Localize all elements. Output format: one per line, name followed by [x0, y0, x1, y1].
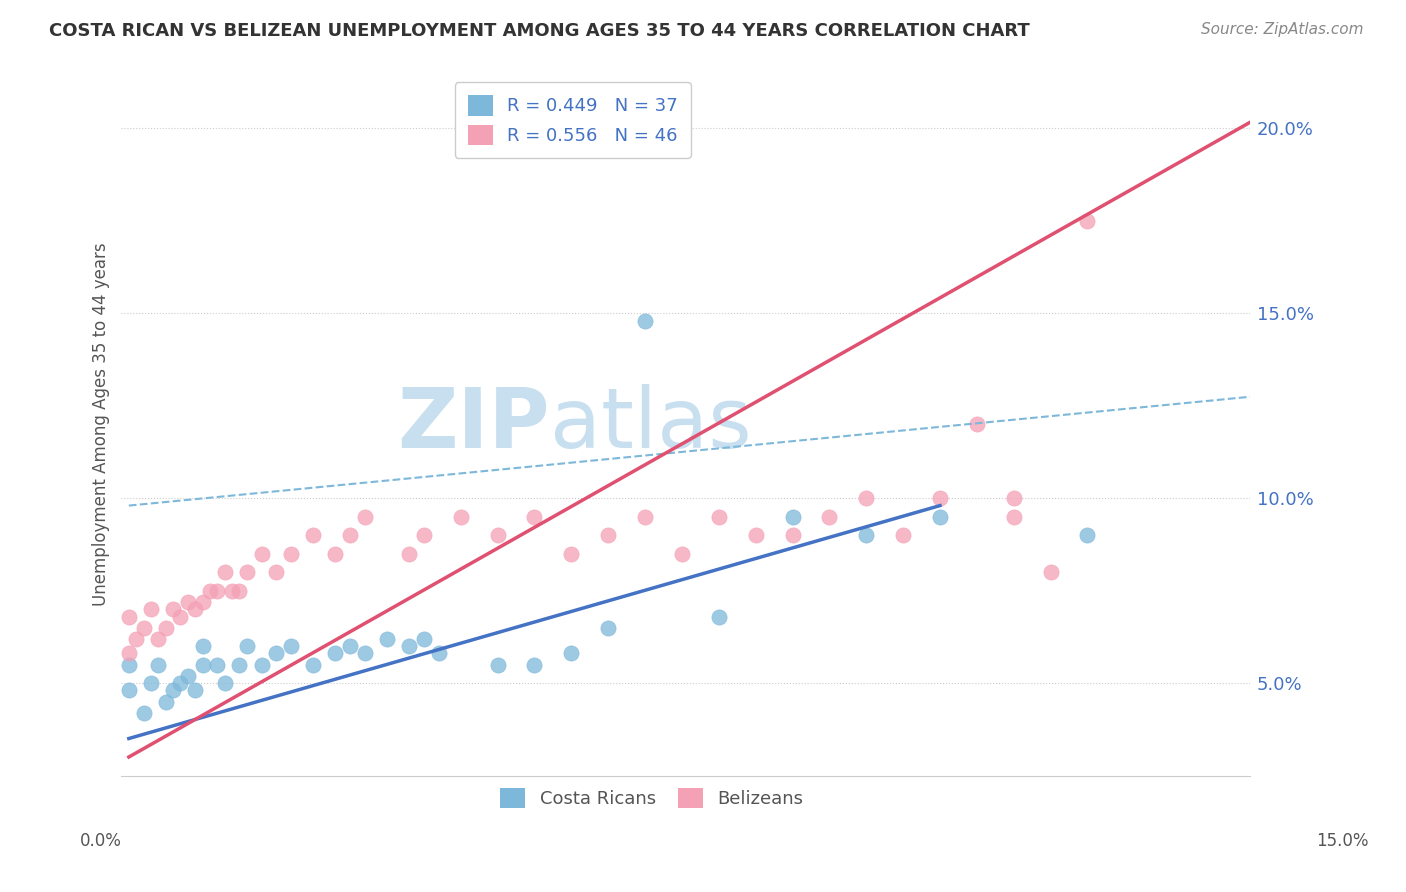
Point [598, 528, 620, 542]
Point [191, 595, 214, 609]
Point [169, 676, 191, 690]
Point [782, 528, 804, 542]
Point [250, 547, 273, 561]
Point [139, 676, 162, 690]
Point [966, 417, 988, 432]
Point [169, 609, 191, 624]
Point [155, 695, 177, 709]
Point [118, 683, 141, 698]
Point [339, 528, 361, 542]
Point [1076, 528, 1098, 542]
Point [486, 657, 509, 672]
Text: 15.0%: 15.0% [1316, 831, 1369, 849]
Point [280, 639, 302, 653]
Point [162, 602, 184, 616]
Point [207, 583, 229, 598]
Point [744, 528, 766, 542]
Point [118, 657, 141, 672]
Point [132, 621, 155, 635]
Point [250, 657, 273, 672]
Point [523, 509, 546, 524]
Point [427, 647, 450, 661]
Point [266, 647, 288, 661]
Point [139, 602, 162, 616]
Point [177, 668, 200, 682]
Point [221, 583, 243, 598]
Point [398, 547, 420, 561]
Point [1002, 491, 1025, 506]
Point [818, 509, 841, 524]
Point [598, 621, 620, 635]
Point [191, 639, 214, 653]
Point [155, 621, 177, 635]
Point [634, 509, 657, 524]
Point [782, 509, 804, 524]
Point [214, 676, 236, 690]
Text: atlas: atlas [550, 384, 752, 465]
Point [323, 647, 346, 661]
Point [929, 509, 952, 524]
Point [339, 639, 361, 653]
Point [855, 528, 877, 542]
Point [398, 639, 420, 653]
Point [707, 609, 730, 624]
Point [302, 657, 325, 672]
Point [236, 565, 259, 579]
Point [228, 657, 250, 672]
Point [1002, 509, 1025, 524]
Point [148, 657, 170, 672]
Point [450, 509, 472, 524]
Text: ZIP: ZIP [398, 384, 550, 465]
Point [132, 706, 155, 720]
Point [634, 314, 657, 328]
Y-axis label: Unemployment Among Ages 35 to 44 years: Unemployment Among Ages 35 to 44 years [93, 243, 110, 606]
Point [353, 647, 375, 661]
Point [228, 583, 250, 598]
Point [855, 491, 877, 506]
Point [177, 595, 200, 609]
Point [1076, 214, 1098, 228]
Point [560, 547, 582, 561]
Point [353, 509, 375, 524]
Point [671, 547, 693, 561]
Point [198, 583, 221, 598]
Point [707, 509, 730, 524]
Legend: Costa Ricans, Belizeans: Costa Ricans, Belizeans [494, 780, 811, 815]
Point [148, 632, 170, 646]
Point [207, 657, 229, 672]
Point [191, 657, 214, 672]
Point [523, 657, 546, 672]
Point [323, 547, 346, 561]
Point [560, 647, 582, 661]
Point [266, 565, 288, 579]
Text: COSTA RICAN VS BELIZEAN UNEMPLOYMENT AMONG AGES 35 TO 44 YEARS CORRELATION CHART: COSTA RICAN VS BELIZEAN UNEMPLOYMENT AMO… [49, 22, 1031, 40]
Point [412, 528, 434, 542]
Point [236, 639, 259, 653]
Point [184, 683, 207, 698]
Text: Source: ZipAtlas.com: Source: ZipAtlas.com [1201, 22, 1364, 37]
Point [412, 632, 434, 646]
Point [302, 528, 325, 542]
Point [125, 632, 148, 646]
Point [118, 609, 141, 624]
Text: 0.0%: 0.0% [80, 831, 122, 849]
Point [280, 547, 302, 561]
Point [162, 683, 184, 698]
Point [375, 632, 398, 646]
Point [118, 647, 141, 661]
Point [929, 491, 952, 506]
Point [214, 565, 236, 579]
Point [184, 602, 207, 616]
Point [486, 528, 509, 542]
Point [1039, 565, 1062, 579]
Point [891, 528, 914, 542]
